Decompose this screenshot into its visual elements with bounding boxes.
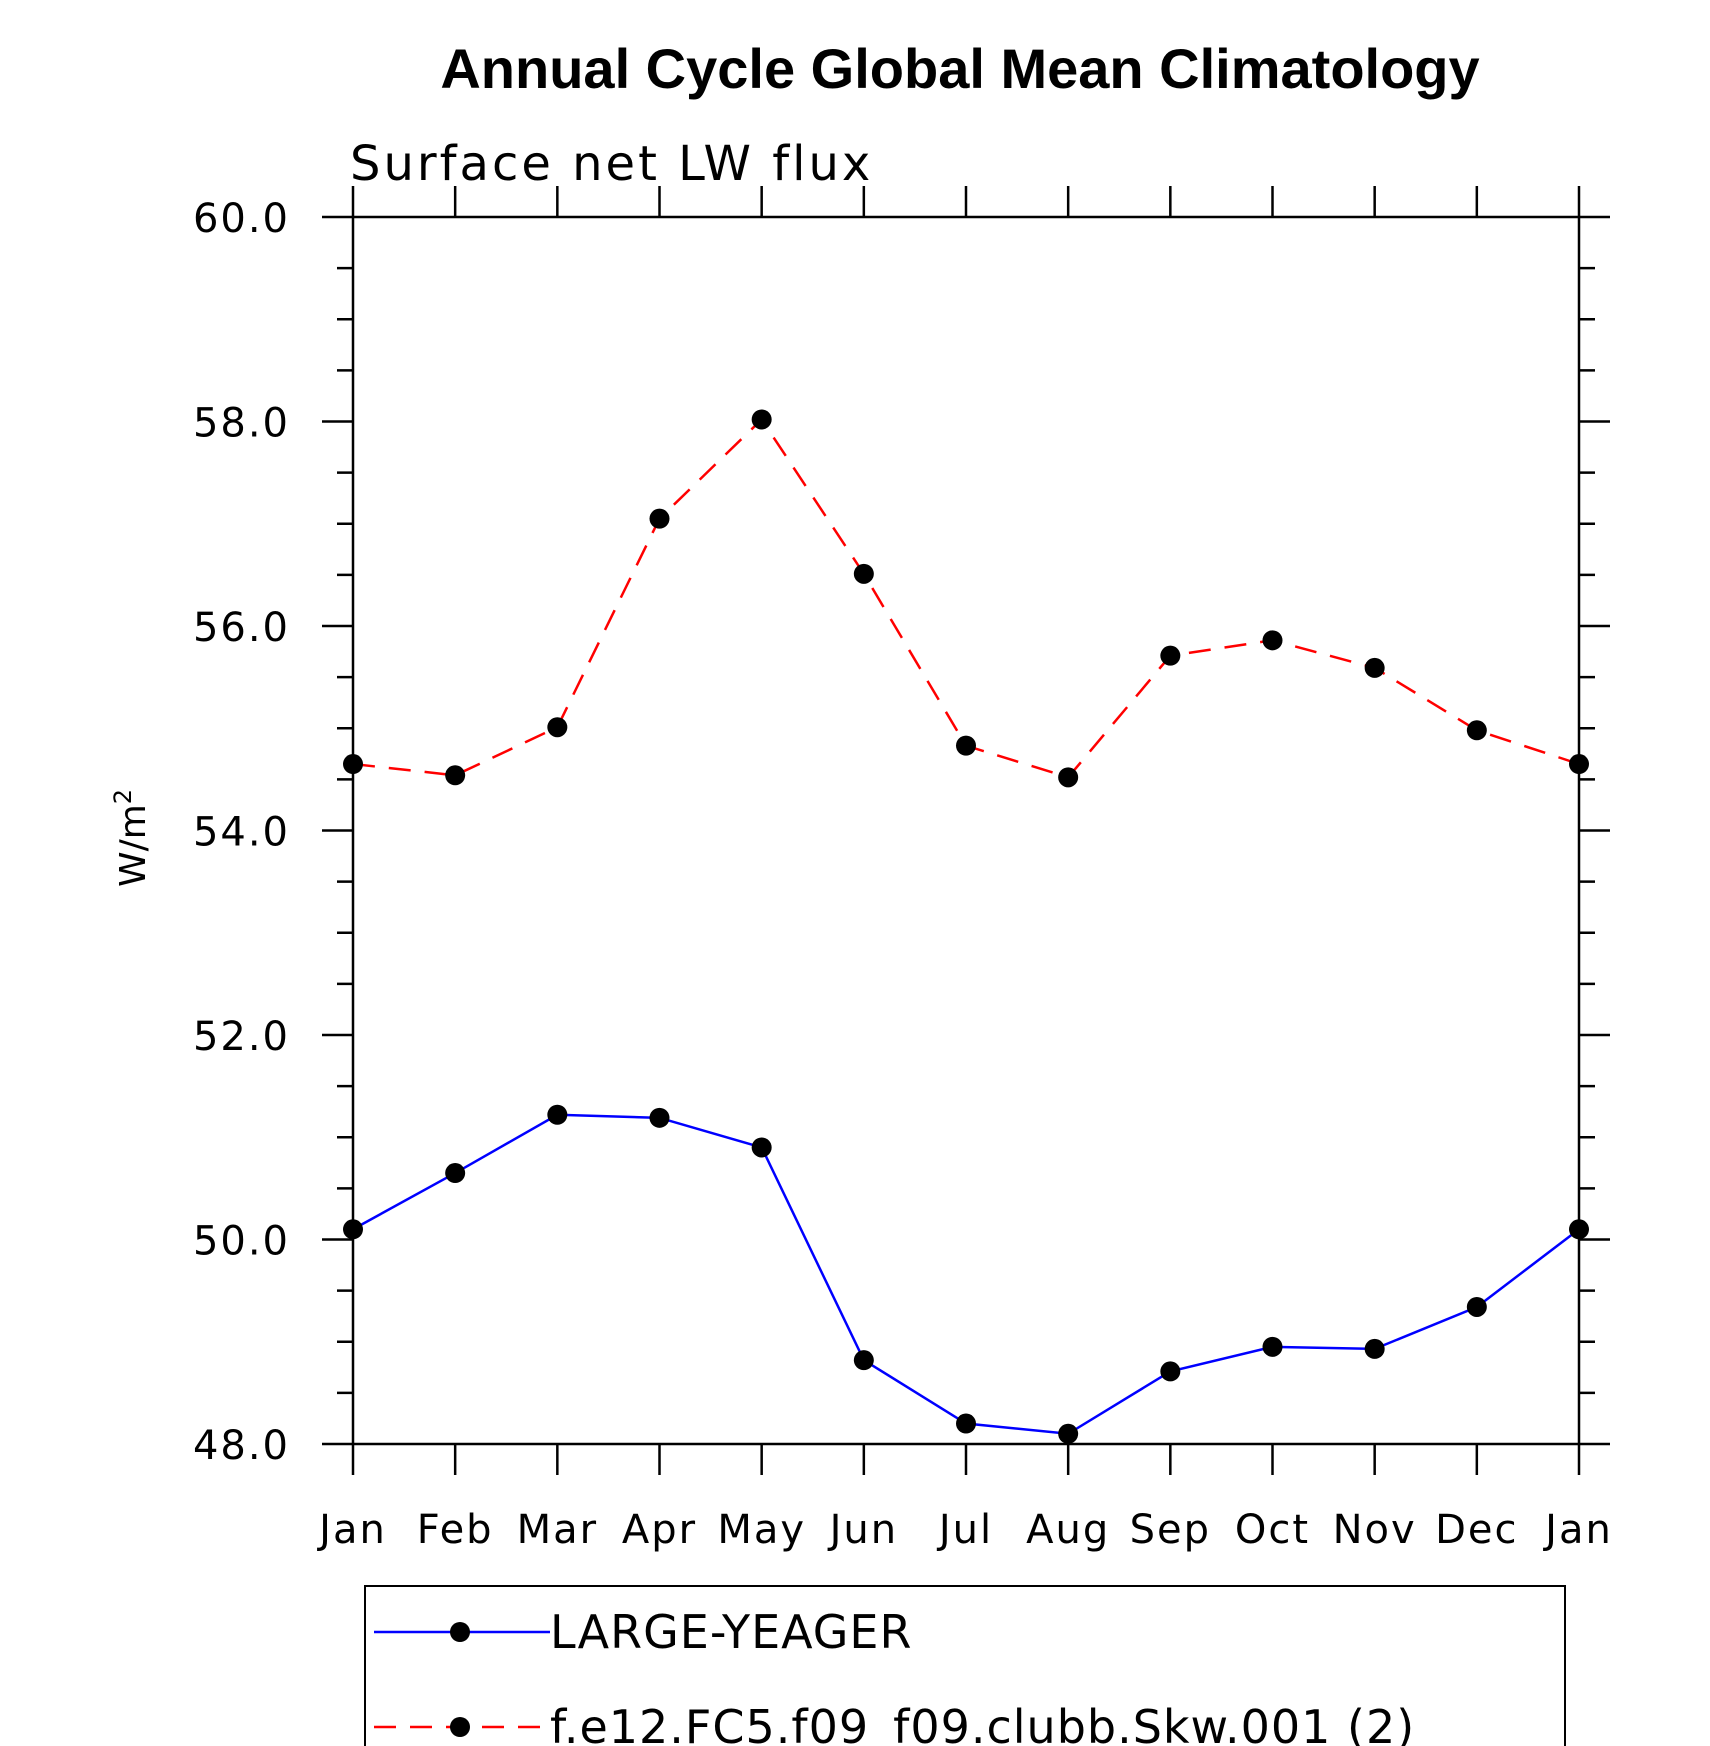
legend-marker-clubb (450, 1717, 470, 1737)
y-axis: 48.0 50.0 52.0 54.0 56.0 58.0 60.0 (193, 196, 1610, 1469)
legend: LARGE-YEAGER f.e12.FC5.f09_f09.clubb.Skw… (364, 1585, 1566, 1746)
y-tick-label: 54.0 (193, 810, 290, 856)
data-point-1-12 (1569, 754, 1589, 775)
x-tick-label: Mar (517, 1507, 598, 1553)
legend-marker-large-yeager (450, 1622, 470, 1642)
series-line-1 (352, 417, 1580, 779)
legend-label-large-yeager: LARGE-YEAGER (550, 1605, 912, 1659)
data-point-0-3 (649, 1107, 670, 1128)
x-tick-label: Jun (827, 1507, 899, 1553)
data-point-1-11 (1466, 720, 1487, 741)
x-tick-label: Jan (316, 1507, 387, 1553)
data-point-1-0 (343, 754, 363, 775)
data-point-0-7 (1058, 1423, 1079, 1444)
y-tick-label: 56.0 (193, 605, 290, 651)
data-point-0-10 (1364, 1338, 1385, 1359)
data-point-0-2 (547, 1104, 568, 1125)
x-axis: Jan Feb Mar Apr May Jun Jul Aug Sep Oct Nov Dec Jan (316, 186, 1613, 1553)
x-tick-label: May (717, 1507, 806, 1553)
data-point-1-9 (1262, 630, 1283, 651)
x-tick-label: Apr (622, 1507, 697, 1553)
data-point-1-3 (649, 508, 670, 529)
y-tick-label: 60.0 (193, 196, 290, 242)
data-point-0-8 (1160, 1361, 1181, 1382)
data-point-0-9 (1262, 1336, 1283, 1357)
data-point-0-1 (445, 1163, 466, 1184)
y-tick-label: 52.0 (193, 1014, 290, 1060)
data-point-1-8 (1160, 645, 1181, 666)
y-tick-label: 48.0 (193, 1423, 290, 1469)
y-axis-label: W/m2 (109, 789, 154, 887)
chart-subtitle: Surface net LW flux (350, 136, 873, 192)
series-line-0 (352, 1113, 1580, 1436)
chart-title: Annual Cycle Global Mean Climatology (440, 37, 1479, 100)
data-point-0-12 (1569, 1219, 1589, 1240)
x-tick-label: Nov (1333, 1507, 1417, 1553)
series-layer (343, 409, 1589, 1444)
data-point-1-2 (547, 717, 568, 738)
data-point-1-7 (1058, 767, 1079, 788)
data-point-1-6 (956, 735, 976, 756)
data-point-1-5 (853, 563, 874, 584)
x-tick-label: Feb (417, 1507, 494, 1553)
data-point-0-5 (853, 1350, 874, 1371)
x-tick-label: Oct (1235, 1507, 1310, 1553)
y-tick-label: 58.0 (193, 401, 290, 447)
data-point-1-10 (1364, 657, 1385, 678)
x-tick-label: Jan (1542, 1507, 1613, 1553)
x-tick-label: Aug (1026, 1507, 1110, 1553)
y-tick-label: 50.0 (193, 1219, 290, 1265)
x-tick-label: Dec (1435, 1507, 1518, 1553)
data-point-0-6 (956, 1413, 976, 1434)
data-point-0-0 (343, 1219, 363, 1240)
data-point-1-4 (751, 409, 772, 430)
x-tick-label: Sep (1130, 1507, 1211, 1553)
x-tick-label: Jul (936, 1507, 993, 1553)
legend-label-clubb: f.e12.FC5.f09_f09.clubb.Skw.001 (2) (550, 1700, 1415, 1746)
plot-frame (351, 215, 1581, 1446)
legend-box (364, 1585, 1566, 1746)
data-point-0-4 (751, 1137, 772, 1158)
data-point-1-1 (445, 765, 466, 786)
data-point-0-11 (1466, 1296, 1487, 1317)
